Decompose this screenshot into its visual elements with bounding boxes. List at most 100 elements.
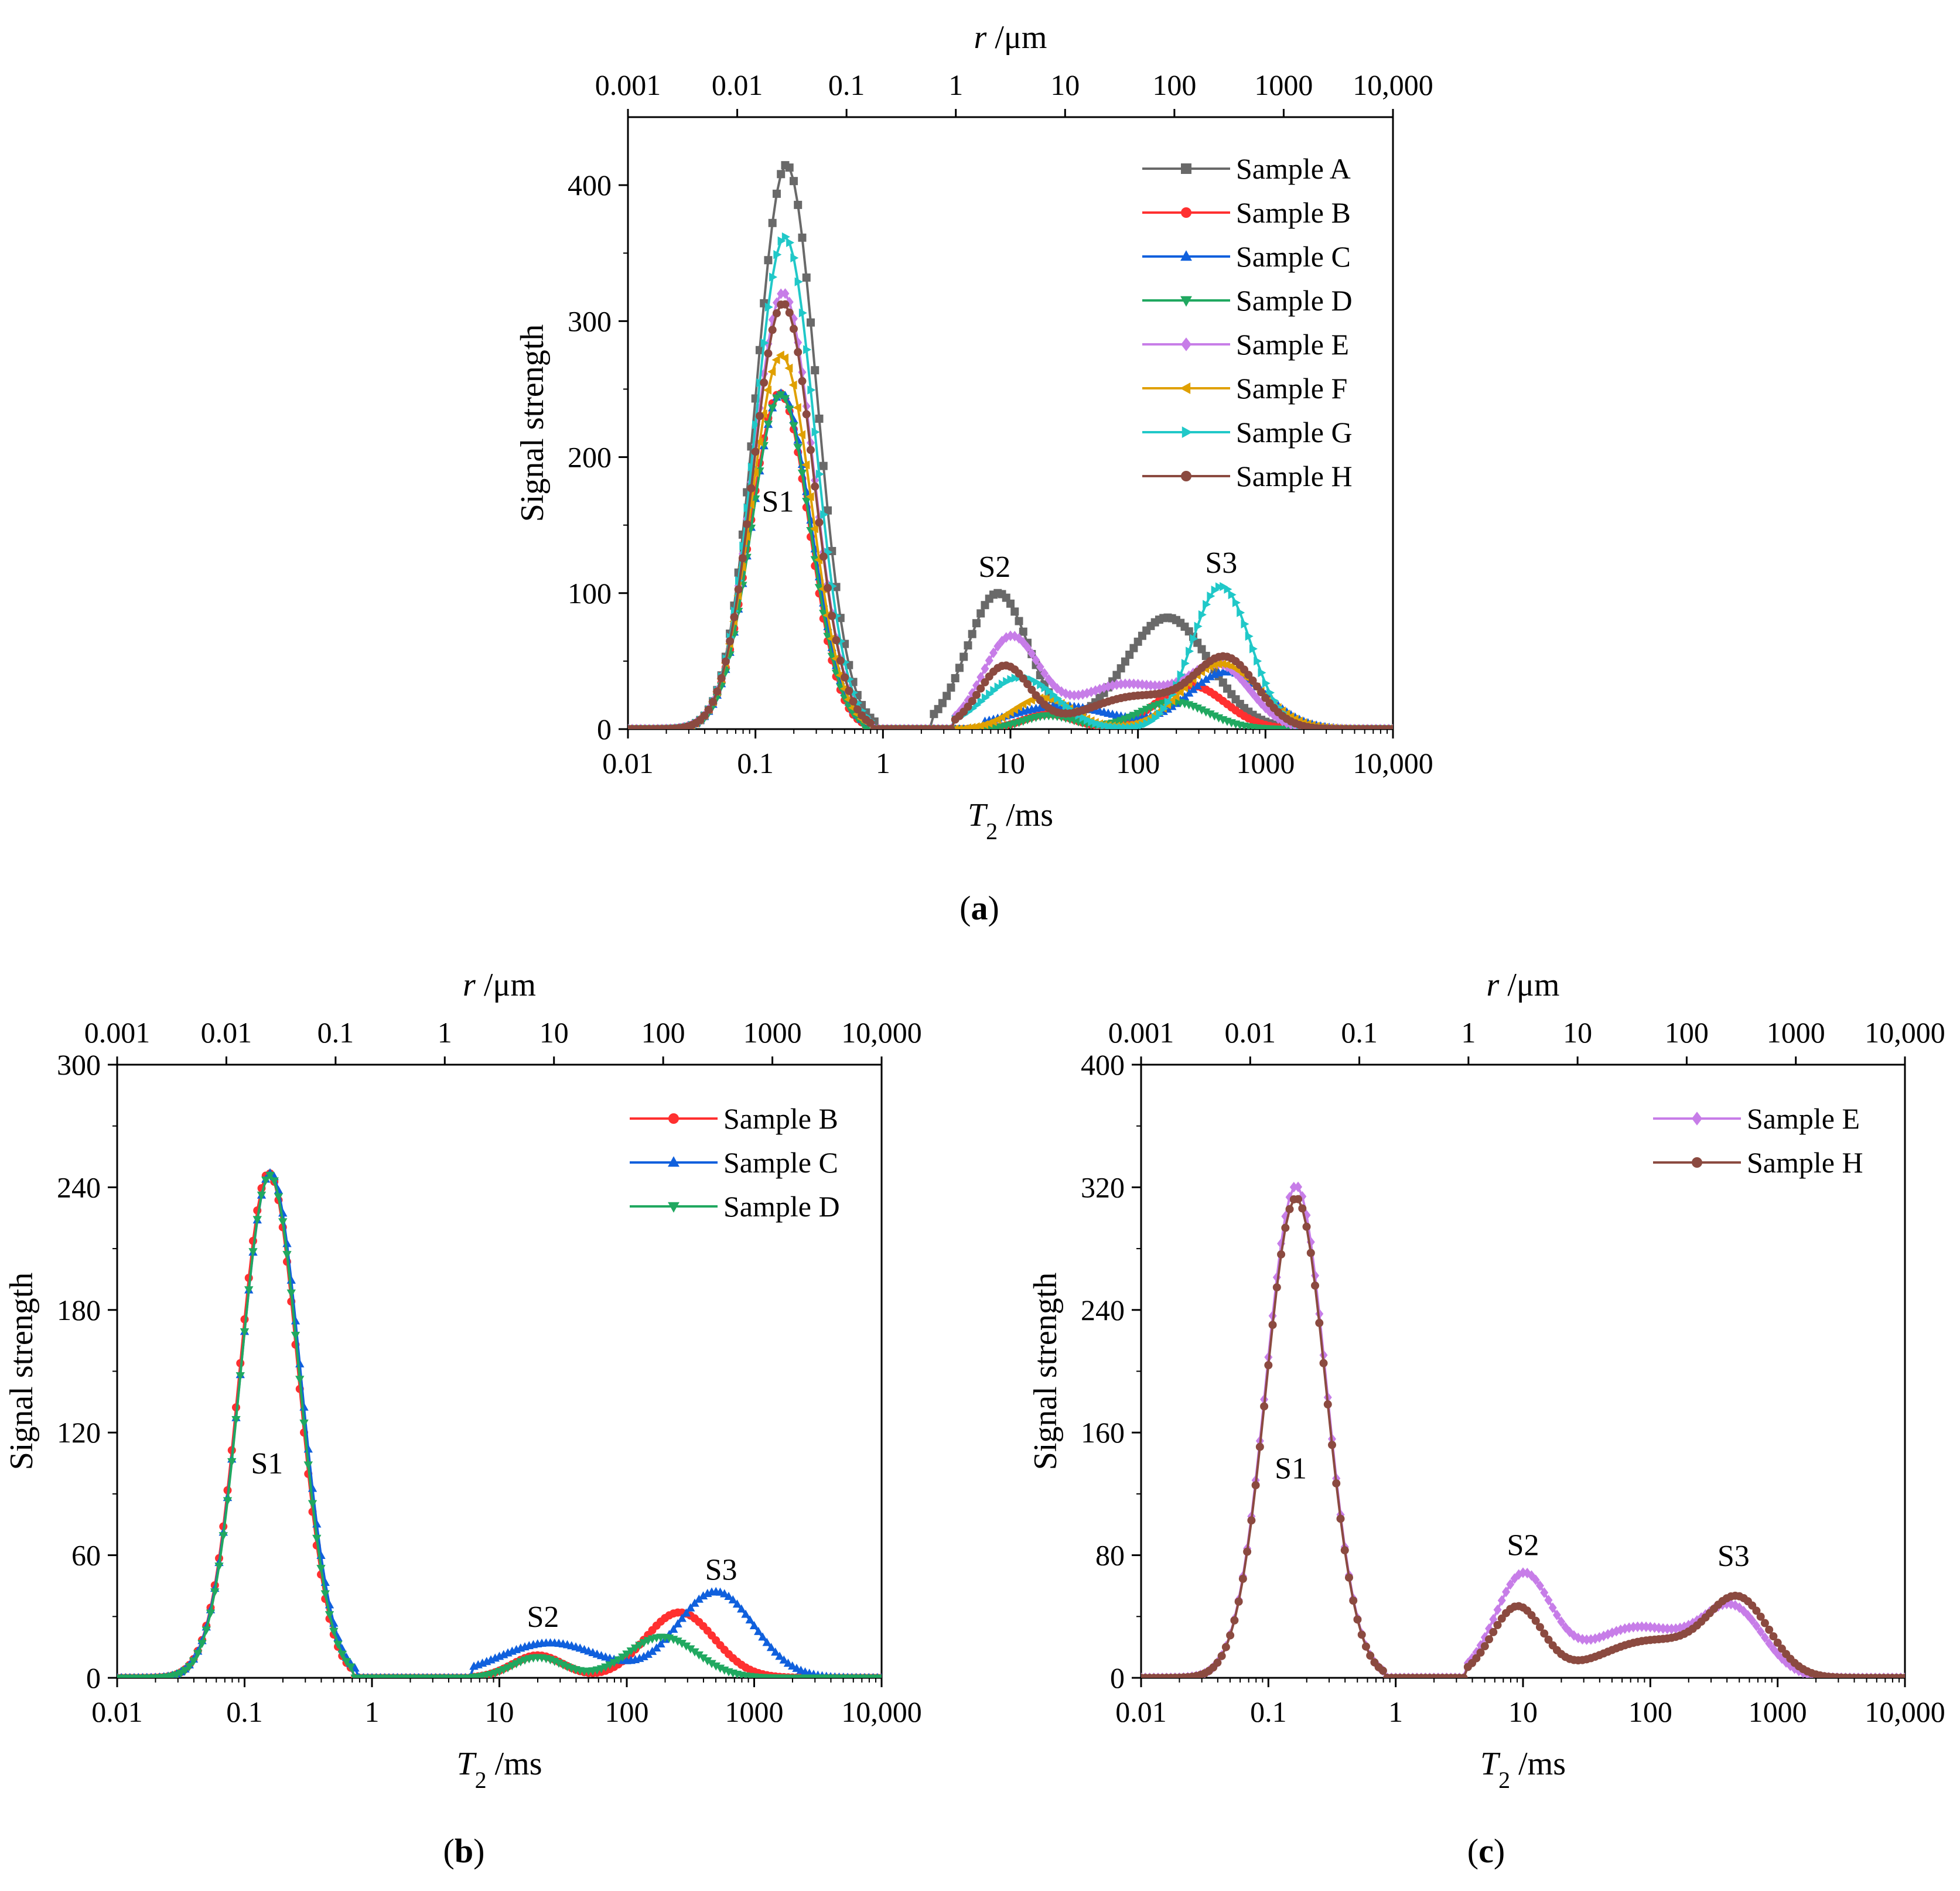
top-tick-label: 0.001 (84, 1016, 151, 1049)
data-point (1257, 688, 1266, 697)
data-point (801, 460, 810, 470)
data-point (1760, 1619, 1769, 1627)
data-point (1197, 678, 1207, 686)
data-point (240, 1328, 250, 1337)
legend-entry: Sample D (1236, 284, 1353, 317)
data-point (274, 1193, 284, 1202)
data-point (1019, 674, 1027, 683)
data-point (760, 378, 769, 387)
data-point (337, 1650, 347, 1659)
top-tick-label: 1000 (1254, 69, 1313, 101)
data-point (1139, 720, 1148, 729)
data-point (1311, 1281, 1320, 1290)
data-point (1193, 638, 1202, 647)
top-tick-label: 1000 (743, 1016, 802, 1049)
data-point (656, 1639, 665, 1648)
legend-marker (1182, 426, 1193, 438)
data-point (794, 200, 803, 209)
data-point (786, 238, 795, 247)
data-point (779, 1655, 788, 1664)
data-point (1096, 720, 1105, 729)
data-point (1023, 642, 1032, 653)
data-point (1023, 680, 1032, 689)
data-point (1003, 676, 1012, 686)
series-line (117, 1173, 882, 1678)
data-point (743, 520, 752, 529)
data-point (766, 1643, 776, 1651)
x-tick-label: 1 (365, 1695, 380, 1728)
y-tick-label: 80 (1095, 1539, 1125, 1572)
data-point (802, 497, 811, 506)
data-point (1265, 706, 1274, 717)
data-point (686, 1645, 695, 1654)
data-point (1152, 713, 1160, 723)
data-point (802, 273, 811, 282)
data-point (772, 309, 781, 317)
data-point (1015, 617, 1023, 625)
data-point (841, 673, 849, 682)
data-point (768, 218, 777, 227)
data-point (768, 314, 777, 325)
data-point (1248, 676, 1257, 685)
data-point (278, 1218, 288, 1227)
data-point (1557, 1616, 1566, 1627)
data-point (938, 699, 947, 707)
data-point (1247, 1516, 1256, 1525)
data-point (1206, 672, 1215, 681)
x-tick-label: 10,000 (1353, 747, 1433, 779)
x-axis-title: T2 /ms (1480, 1746, 1566, 1793)
top-axis-title: r /μm (1487, 967, 1560, 1003)
data-point (755, 346, 764, 354)
legend-entry: Sample G (1236, 416, 1353, 449)
top-tick-label: 1 (948, 69, 963, 101)
data-point (972, 690, 981, 699)
data-point (811, 366, 819, 375)
data-point (1002, 632, 1010, 643)
peak-label-s2: S2 (527, 1601, 559, 1634)
data-point (959, 652, 968, 661)
data-point (1272, 1283, 1281, 1292)
data-point (1252, 693, 1261, 704)
data-point (1112, 671, 1121, 679)
data-point (810, 524, 818, 534)
data-point (257, 1191, 267, 1200)
data-point (781, 300, 790, 309)
data-point (703, 1657, 712, 1666)
data-point (1249, 644, 1258, 654)
top-tick-label: 10,000 (841, 1016, 922, 1049)
data-point (1315, 1319, 1324, 1328)
data-point (768, 326, 777, 334)
data-point (989, 647, 998, 658)
data-point (1234, 1597, 1243, 1606)
data-point (1112, 679, 1121, 690)
data-point (849, 697, 858, 706)
legend-marker (668, 1113, 679, 1124)
data-point (686, 1603, 695, 1612)
data-point (1230, 1616, 1239, 1625)
data-point (1497, 1595, 1506, 1606)
data-point (793, 403, 801, 412)
data-point (789, 324, 798, 333)
top-axis-title: r /μm (974, 19, 1047, 56)
data-point (1294, 1181, 1303, 1192)
top-tick-label: 100 (1665, 1016, 1709, 1049)
data-point (1074, 689, 1083, 700)
data-point (643, 1649, 653, 1658)
data-point (717, 673, 726, 682)
data-point (1215, 582, 1224, 591)
data-point (968, 630, 976, 638)
top-tick-label: 0.001 (595, 69, 661, 101)
data-point (1459, 1674, 1468, 1678)
data-point (798, 308, 807, 318)
data-point (1332, 1479, 1341, 1488)
data-point (783, 1659, 793, 1667)
data-point (789, 422, 798, 430)
data-point (764, 349, 773, 358)
data-point (1752, 1620, 1761, 1632)
data-point (1278, 716, 1287, 727)
data-point (1328, 1441, 1336, 1449)
data-point (1083, 688, 1091, 699)
